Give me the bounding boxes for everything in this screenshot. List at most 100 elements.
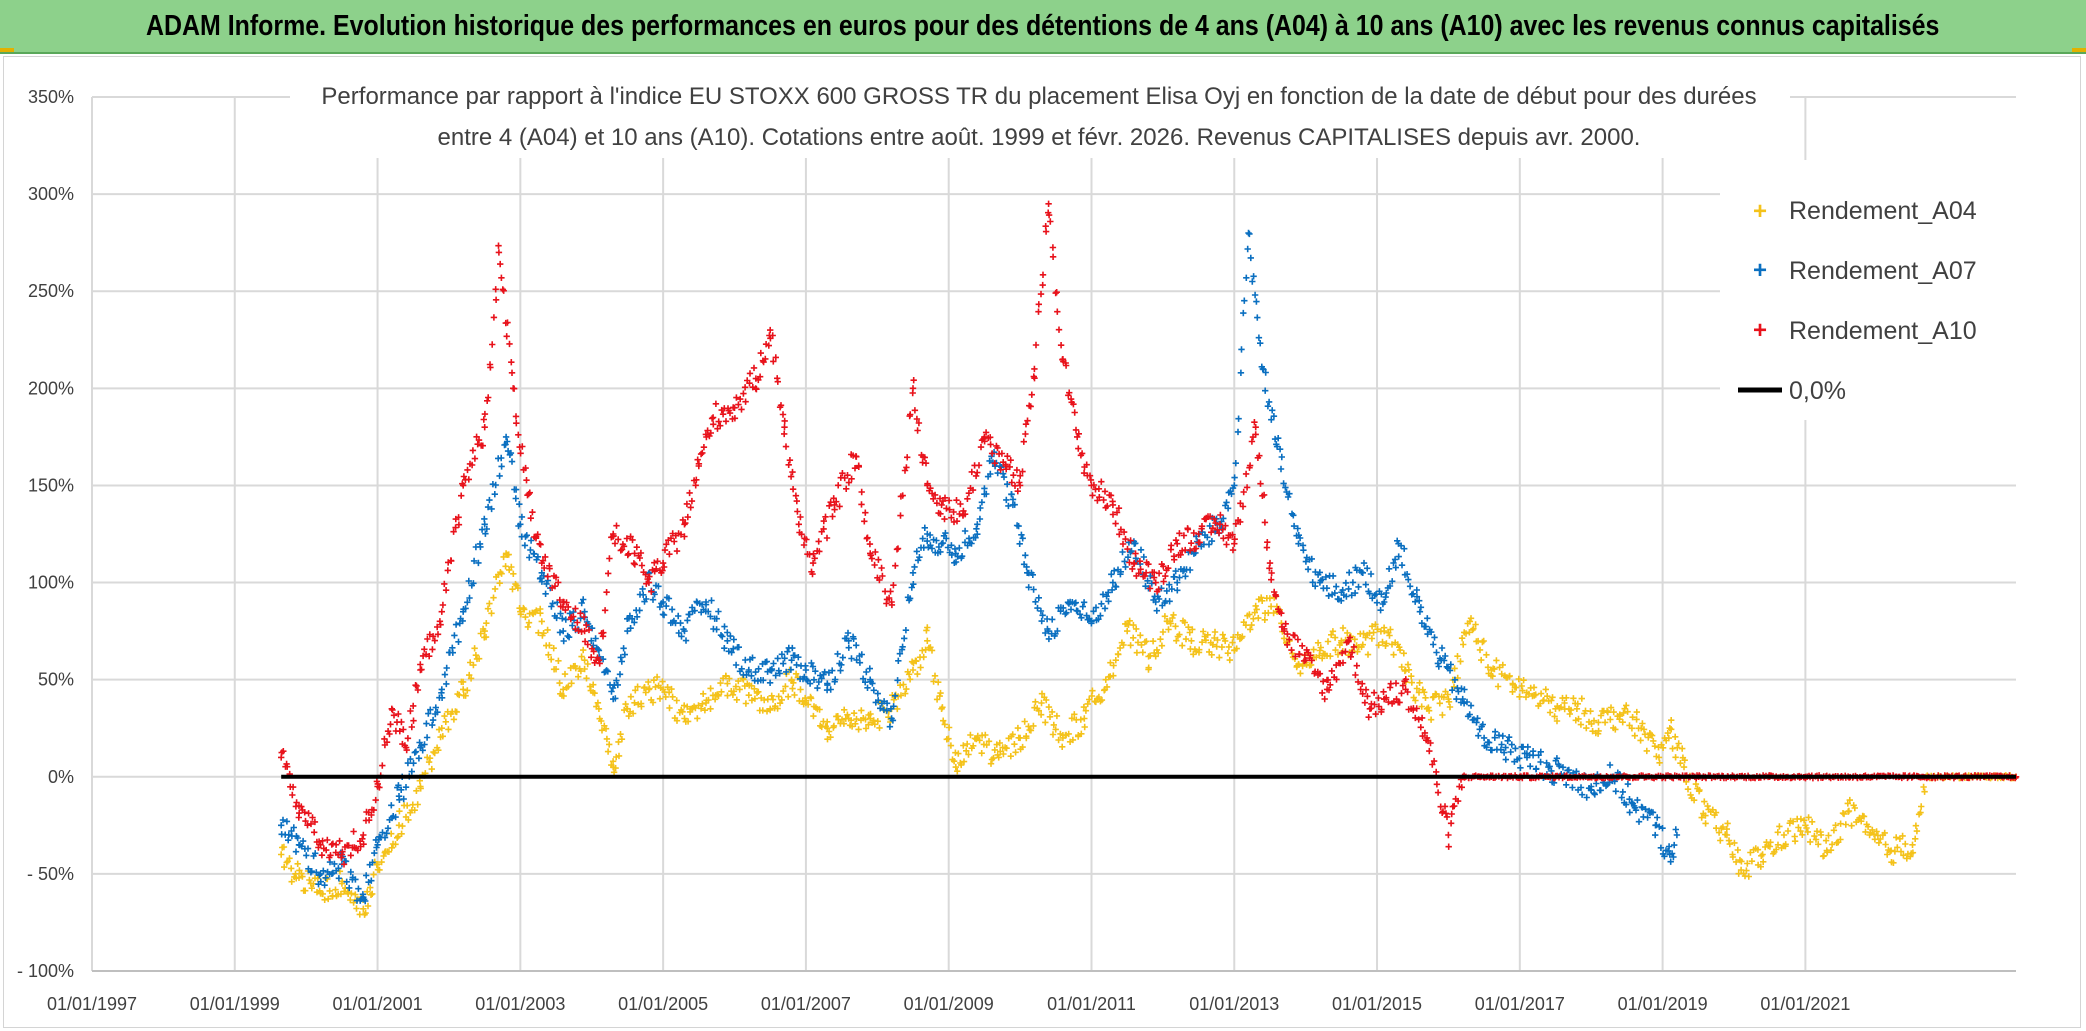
data-point: [1262, 387, 1269, 394]
data-point: [1127, 642, 1134, 649]
data-point: [633, 544, 640, 551]
data-point: [1339, 624, 1347, 632]
data-point: [981, 438, 988, 445]
data-point: [484, 397, 491, 404]
data-point: [1053, 289, 1060, 296]
data-point: [1316, 670, 1324, 677]
data-point: [1271, 435, 1279, 443]
data-point: [347, 896, 354, 904]
data-point: [468, 461, 476, 469]
data-point: [807, 695, 815, 702]
data-point: [1071, 711, 1078, 718]
data-point: [1805, 814, 1812, 821]
data-point: [1044, 625, 1051, 633]
data-point: [1601, 719, 1609, 726]
data-point: [1758, 852, 1765, 859]
data-point: [1265, 398, 1273, 406]
data-point: [1153, 646, 1161, 654]
data-point: [827, 686, 834, 693]
chart-frame: [3, 56, 2081, 1028]
data-point: [1338, 597, 1345, 604]
data-point: [592, 635, 599, 642]
data-point: [1048, 708, 1056, 716]
data-point: [1229, 639, 1236, 646]
data-point: [1172, 537, 1180, 544]
data-point: [329, 869, 337, 877]
data-point: [958, 761, 965, 769]
data-point: [556, 596, 563, 604]
data-point: [1144, 577, 1151, 584]
data-point: [1224, 650, 1232, 657]
data-point: [699, 449, 706, 457]
data-point: [714, 691, 721, 698]
data-point: [561, 670, 569, 678]
data-point: [524, 623, 532, 631]
data-point: [1595, 727, 1602, 735]
chart-title-line-2: entre 4 (A04) et 10 ans (A10). Cotations…: [438, 124, 1641, 151]
data-point: [429, 716, 437, 724]
data-point: [656, 603, 664, 611]
data-point: [1434, 789, 1442, 796]
data-point: [1877, 835, 1884, 843]
data-point: [727, 632, 734, 640]
data-point: [281, 863, 288, 871]
data-point: [1454, 653, 1461, 660]
data-point: [1138, 641, 1145, 649]
data-point: [911, 407, 919, 414]
data-point: [1459, 695, 1466, 703]
data-point: [1899, 832, 1906, 840]
data-point: [994, 469, 1001, 477]
data-point: [920, 653, 927, 661]
data-point: [1057, 342, 1065, 349]
data-point: [1451, 665, 1458, 672]
data-point: [763, 708, 771, 715]
data-point: [550, 645, 557, 652]
data-point: [289, 783, 297, 791]
data-point: [643, 595, 650, 603]
data-point: [509, 586, 516, 593]
data-point: [537, 610, 544, 617]
data-point: [1402, 676, 1409, 683]
data-point: [1098, 478, 1105, 485]
data-point: [862, 679, 869, 686]
data-point: [721, 645, 728, 652]
data-point: [687, 504, 694, 511]
data-point: [958, 553, 966, 560]
data-point: [968, 468, 975, 476]
data-point: [504, 319, 511, 326]
data-point: [1216, 521, 1224, 528]
data-point: [1070, 401, 1077, 408]
data-point: [961, 511, 969, 518]
data-point: [1120, 528, 1128, 536]
data-point: [1491, 665, 1498, 673]
data-point: [1628, 799, 1635, 806]
data-point: [1406, 583, 1414, 590]
legend-marker-a07: +: [1753, 257, 1767, 284]
data-point: [751, 695, 759, 702]
data-point: [1619, 788, 1626, 796]
data-point: [312, 850, 319, 857]
data-point: [394, 833, 402, 840]
data-point: [1344, 629, 1351, 637]
data-point: [767, 326, 774, 334]
data-point: [1270, 413, 1278, 420]
data-point: [938, 501, 945, 509]
data-point: [1631, 732, 1638, 739]
data-point: [464, 466, 471, 474]
data-point: [1119, 548, 1126, 556]
data-point: [610, 769, 618, 776]
data-point: [432, 704, 439, 711]
data-point: [1112, 657, 1119, 664]
data-point: [1380, 624, 1388, 631]
data-point: [631, 561, 638, 568]
data-point: [887, 588, 894, 595]
data-point: [398, 718, 405, 726]
data-point: [1219, 631, 1226, 638]
data-point: [364, 902, 372, 910]
data-point: [1220, 515, 1227, 522]
data-point: [715, 418, 722, 425]
data-point: [613, 677, 620, 684]
data-point: [1294, 636, 1302, 643]
data-point: [842, 715, 849, 722]
data-point: [1232, 520, 1240, 527]
